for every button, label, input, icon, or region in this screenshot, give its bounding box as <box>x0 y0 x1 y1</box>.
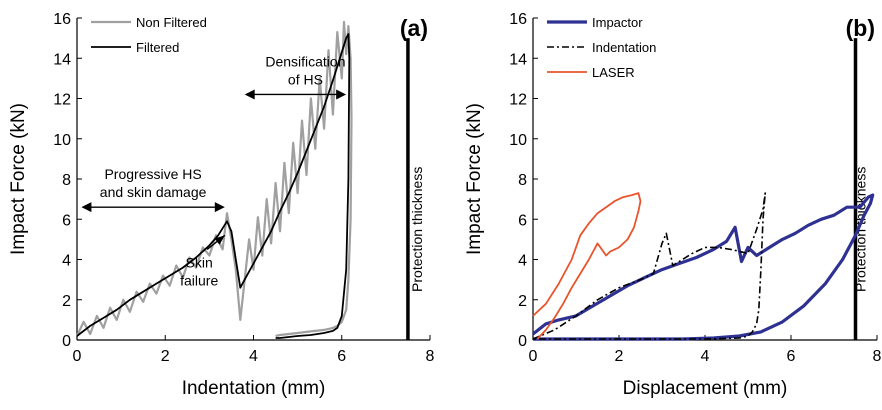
arrow-head-left <box>81 202 92 213</box>
y-tick-label: 0 <box>518 333 527 350</box>
x-tick-label: 2 <box>161 348 170 365</box>
panel-label: (b) <box>846 15 875 41</box>
y-tick-label: 6 <box>518 212 527 229</box>
x-tick-label: 4 <box>701 348 710 365</box>
annotation-text: and skin damage <box>100 184 207 200</box>
y-tick-label: 12 <box>53 92 71 109</box>
series-line-non-filtered <box>76 20 353 338</box>
y-axis-title: Impact Force (kN) <box>8 103 29 255</box>
panel-label: (a) <box>400 15 428 41</box>
pointer-head <box>214 235 225 245</box>
annotation-text: Skin <box>186 254 213 270</box>
x-axis-title: Displacement (mm) <box>623 378 788 399</box>
legend-label: Indentation <box>592 40 656 55</box>
series-line-filtered <box>76 33 351 339</box>
y-tick-label: 8 <box>62 172 71 189</box>
x-axis-title: Indentation (mm) <box>182 378 326 399</box>
y-tick-label: 14 <box>509 51 527 68</box>
legend-label: Non Filtered <box>136 15 207 30</box>
legend-label: Impactor <box>592 15 643 30</box>
y-tick-label: 14 <box>53 51 71 68</box>
annotation-text: Densification <box>265 53 345 69</box>
legend-label: LASER <box>592 65 635 80</box>
y-axis-title: Impact Force (kN) <box>464 103 485 255</box>
x-tick-label: 8 <box>873 348 882 365</box>
y-tick-label: 6 <box>62 212 71 229</box>
y-tick-label: 8 <box>518 172 527 189</box>
arrow-head-right <box>336 89 347 100</box>
panel-a: 0 2 4 6 8 10 12 14 16 0 2 4 6 8 Indentation (mm) Impact… <box>8 11 435 399</box>
protection-thickness-label: Protection thickness <box>853 167 869 292</box>
series-line-indentation <box>532 192 767 340</box>
arrow-head-right <box>214 202 225 213</box>
y-tick-label: 16 <box>53 11 71 28</box>
annotation-text: failure <box>180 272 218 288</box>
x-tick-label: 0 <box>529 348 538 365</box>
y-tick-label: 2 <box>62 293 71 310</box>
panel-b: 0 2 4 6 8 10 12 14 16 0 2 4 6 8 Displacement (mm) Impac… <box>464 11 882 399</box>
y-tick-label: 2 <box>518 293 527 310</box>
x-tick-label: 6 <box>337 348 346 365</box>
y-tick-label: 10 <box>53 132 71 149</box>
arrow-head-left <box>244 89 255 100</box>
legend-label: Filtered <box>136 40 179 55</box>
y-tick-label: 4 <box>518 253 527 270</box>
y-tick-label: 10 <box>509 132 527 149</box>
y-tick-label: 16 <box>509 11 527 28</box>
annotation-text: of HS <box>288 71 323 87</box>
y-tick-label: 4 <box>62 253 71 270</box>
x-tick-label: 6 <box>787 348 796 365</box>
annotation-text: Progressive HS <box>104 166 201 182</box>
series-line-laser <box>532 192 642 340</box>
y-tick-label: 12 <box>509 92 527 109</box>
protection-thickness-label: Protection thickness <box>409 167 425 292</box>
x-tick-label: 4 <box>249 348 258 365</box>
x-tick-label: 8 <box>426 348 435 365</box>
series-line-impactor <box>532 193 875 341</box>
x-tick-label: 0 <box>73 348 82 365</box>
x-tick-label: 2 <box>615 348 624 365</box>
y-tick-label: 0 <box>62 333 71 350</box>
